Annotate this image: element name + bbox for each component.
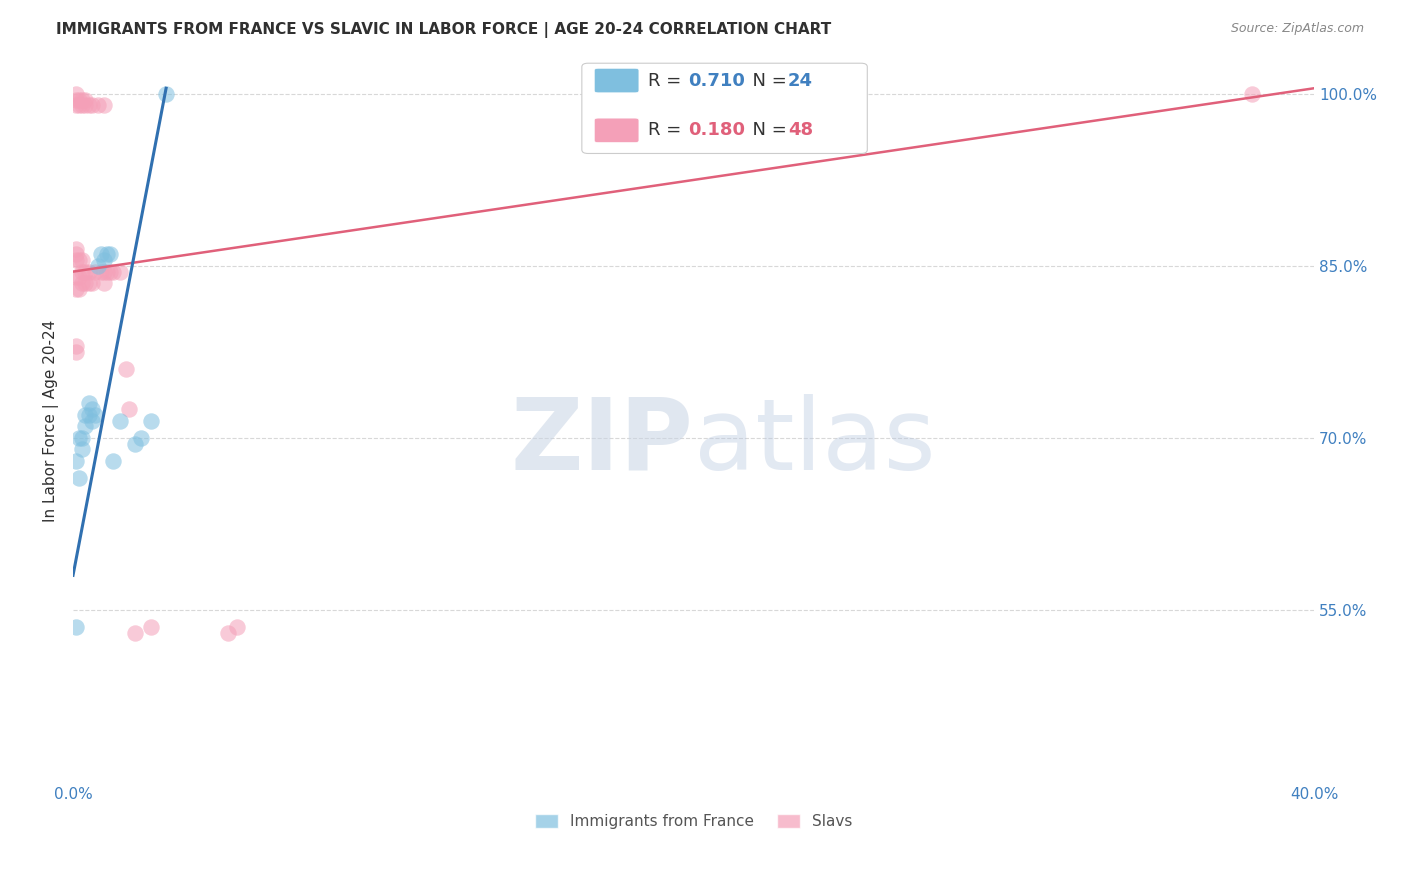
Point xyxy=(77,396,100,410)
Point xyxy=(65,87,87,101)
Point xyxy=(217,625,239,640)
Point xyxy=(77,98,100,112)
Point xyxy=(98,265,121,279)
Point xyxy=(77,276,100,290)
Point xyxy=(93,253,115,268)
Point xyxy=(96,247,118,261)
Point xyxy=(226,620,249,634)
Point xyxy=(83,265,105,279)
Point xyxy=(72,431,94,445)
Point xyxy=(65,247,87,261)
Point xyxy=(93,98,115,112)
Point xyxy=(65,93,87,107)
FancyBboxPatch shape xyxy=(595,118,638,143)
Point xyxy=(108,265,131,279)
Point xyxy=(90,265,112,279)
Point xyxy=(65,270,87,285)
Text: 0.180: 0.180 xyxy=(689,121,745,139)
Point xyxy=(65,282,87,296)
Point xyxy=(65,253,87,268)
Text: 0.710: 0.710 xyxy=(689,71,745,89)
Point xyxy=(98,247,121,261)
Point xyxy=(72,253,94,268)
Point xyxy=(65,242,87,256)
Point xyxy=(87,259,110,273)
Point xyxy=(67,270,90,285)
Point xyxy=(65,454,87,468)
Point xyxy=(65,344,87,359)
Point xyxy=(75,265,97,279)
Point xyxy=(103,454,125,468)
Point xyxy=(65,620,87,634)
Point xyxy=(96,265,118,279)
Point xyxy=(72,98,94,112)
Point xyxy=(108,414,131,428)
Point xyxy=(67,93,90,107)
Text: R =: R = xyxy=(648,121,686,139)
Point xyxy=(67,98,90,112)
Point xyxy=(103,265,125,279)
FancyBboxPatch shape xyxy=(595,69,638,93)
Point xyxy=(72,442,94,457)
Point xyxy=(72,93,94,107)
Text: atlas: atlas xyxy=(693,393,935,491)
Point xyxy=(83,408,105,422)
Point xyxy=(72,265,94,279)
Point xyxy=(75,98,97,112)
Point xyxy=(124,625,146,640)
Point xyxy=(114,362,136,376)
Point xyxy=(155,87,177,101)
Text: Source: ZipAtlas.com: Source: ZipAtlas.com xyxy=(1230,22,1364,36)
Point xyxy=(77,408,100,422)
Point xyxy=(87,98,110,112)
Legend: Immigrants from France, Slavs: Immigrants from France, Slavs xyxy=(529,808,859,836)
Point xyxy=(75,93,97,107)
Point xyxy=(93,265,115,279)
Point xyxy=(67,431,90,445)
Point xyxy=(67,253,90,268)
Point xyxy=(75,276,97,290)
Text: R =: R = xyxy=(648,71,686,89)
Point xyxy=(65,339,87,353)
Point xyxy=(90,247,112,261)
Point xyxy=(139,414,162,428)
Point xyxy=(75,408,97,422)
Point xyxy=(129,431,152,445)
Point xyxy=(139,620,162,634)
FancyBboxPatch shape xyxy=(582,63,868,153)
Point xyxy=(118,402,141,417)
Point xyxy=(75,419,97,434)
Point xyxy=(65,98,87,112)
Point xyxy=(80,276,103,290)
Point xyxy=(1240,87,1263,101)
Point xyxy=(80,402,103,417)
Point xyxy=(80,98,103,112)
Text: N =: N = xyxy=(741,71,792,89)
Point xyxy=(77,265,100,279)
Text: 48: 48 xyxy=(787,121,813,139)
Point xyxy=(124,436,146,450)
Text: N =: N = xyxy=(741,121,792,139)
Text: 24: 24 xyxy=(787,71,813,89)
Text: ZIP: ZIP xyxy=(510,393,693,491)
Point xyxy=(72,276,94,290)
Point xyxy=(80,414,103,428)
Point xyxy=(93,276,115,290)
Point xyxy=(67,282,90,296)
Text: IMMIGRANTS FROM FRANCE VS SLAVIC IN LABOR FORCE | AGE 20-24 CORRELATION CHART: IMMIGRANTS FROM FRANCE VS SLAVIC IN LABO… xyxy=(56,22,831,38)
Y-axis label: In Labor Force | Age 20-24: In Labor Force | Age 20-24 xyxy=(44,319,59,522)
Point xyxy=(67,471,90,485)
